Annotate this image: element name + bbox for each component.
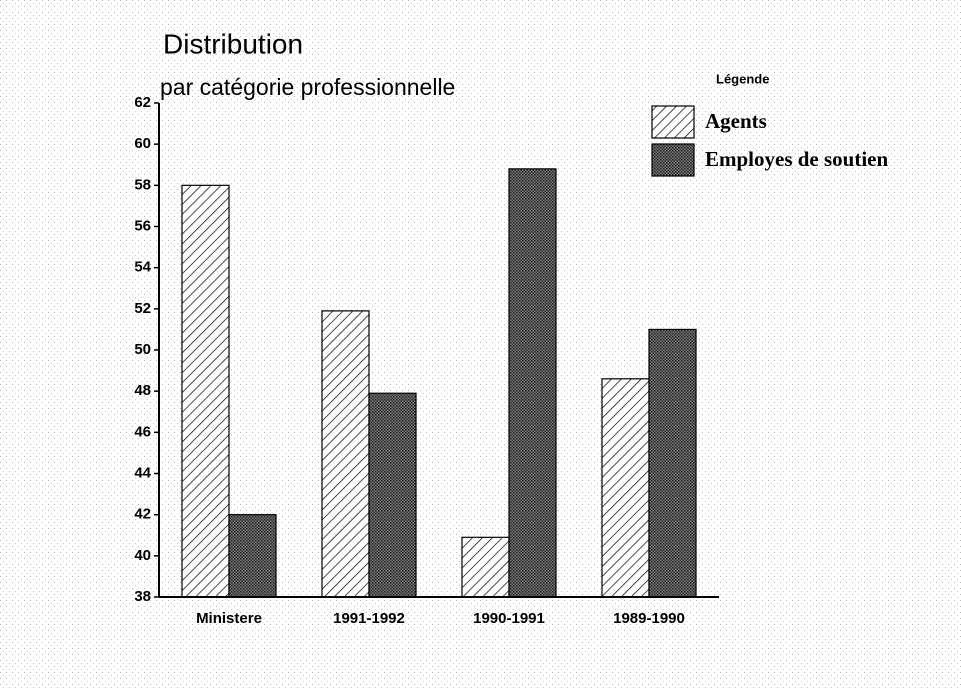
chart-title: Distribution (163, 28, 303, 59)
legend-title: Légende (716, 71, 769, 86)
y-tick-label: 54 (134, 259, 151, 276)
y-tick-label: 56 (134, 217, 151, 234)
y-tick-label: 58 (134, 176, 151, 193)
bar (648, 328, 697, 598)
x-tick-label: 1990-1991 (473, 610, 545, 627)
bar (368, 392, 417, 598)
y-tick-label: 38 (134, 588, 151, 605)
bar (181, 184, 230, 598)
legend-label: Employes de soutien (705, 147, 889, 171)
legend-swatch (651, 105, 695, 139)
y-tick-label: 42 (134, 506, 151, 523)
bar (601, 378, 650, 598)
y-tick-label: 44 (134, 464, 151, 481)
x-tick-label: Ministere (196, 610, 262, 627)
bar (508, 168, 557, 598)
y-tick-label: 62 (134, 94, 151, 111)
x-tick-label: 1991-1992 (333, 610, 405, 627)
y-tick-label: 60 (134, 135, 151, 152)
x-tick-label: 1989-1990 (613, 610, 685, 627)
bar (228, 514, 277, 598)
y-tick-label: 52 (134, 300, 151, 317)
bar (461, 536, 510, 598)
y-tick-label: 40 (134, 547, 151, 564)
bar (321, 310, 370, 598)
y-tick-label: 50 (134, 341, 151, 358)
y-tick-label: 48 (134, 382, 151, 399)
chart-subtitle: par catégorie professionnelle (160, 74, 455, 100)
legend-swatch (651, 143, 695, 177)
y-tick-label: 46 (134, 423, 151, 440)
legend-label: Agents (705, 109, 767, 133)
